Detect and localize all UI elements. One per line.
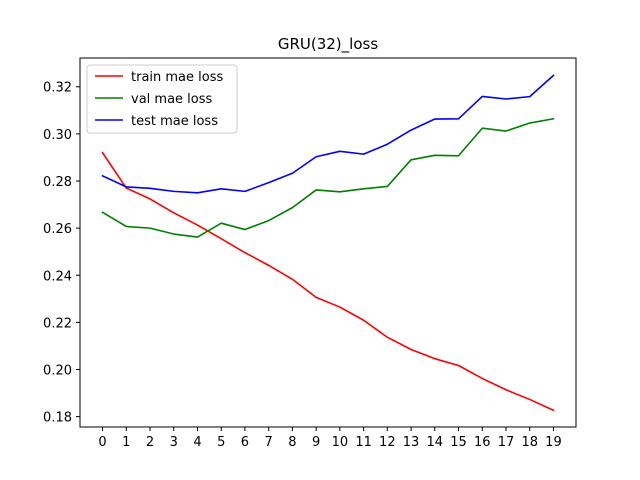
x-tick-label: 19 <box>545 435 562 450</box>
plot-frame <box>79 57 577 428</box>
x-tick-label: 12 <box>379 435 396 450</box>
x-tick-label: 13 <box>403 435 420 450</box>
x-tick-label: 7 <box>265 435 273 450</box>
series-line-train-mae-loss <box>101 151 555 412</box>
x-tick-label: 8 <box>288 435 296 450</box>
x-tick-label: 1 <box>122 435 130 450</box>
y-tick-label: 0.28 <box>43 175 72 190</box>
x-tick-label: 16 <box>474 435 491 450</box>
chart-title: GRU(32)_loss <box>278 35 378 54</box>
legend-label: train mae loss <box>131 70 223 85</box>
series-line-val-mae-loss <box>101 117 555 238</box>
y-tick-label: 0.18 <box>43 411 72 426</box>
x-tick-label: 6 <box>241 435 249 450</box>
legend: train mae loss val mae loss test mae loss <box>86 64 238 134</box>
y-axis: 0.18 0.20 0.22 0.24 0.26 0.28 0.30 0.32 <box>43 81 80 426</box>
x-tick-label: 4 <box>193 435 201 450</box>
x-tick-label: 18 <box>521 435 538 450</box>
legend-label: val mae loss <box>131 92 213 107</box>
x-tick-label: 5 <box>217 435 225 450</box>
x-tick-label: 15 <box>450 435 467 450</box>
x-tick-label: 9 <box>312 435 320 450</box>
y-tick-label: 0.22 <box>43 316 72 331</box>
y-tick-label: 0.32 <box>43 81 72 96</box>
series-line-test-mae-loss <box>101 74 555 194</box>
x-axis: 0 1 2 3 4 5 6 7 8 9 10 11 12 13 14 15 16 17 18 19 <box>98 427 562 450</box>
x-tick-label: 17 <box>498 435 515 450</box>
legend-label: test mae loss <box>131 114 218 129</box>
y-tick-label: 0.24 <box>43 269 72 284</box>
x-tick-label: 0 <box>98 435 106 450</box>
series-layer <box>101 74 555 412</box>
y-tick-label: 0.26 <box>43 222 72 237</box>
y-tick-label: 0.30 <box>43 128 72 143</box>
y-tick-label: 0.20 <box>43 364 72 379</box>
x-tick-label: 3 <box>170 435 178 450</box>
x-tick-label: 11 <box>355 435 372 450</box>
x-tick-label: 2 <box>146 435 154 450</box>
x-tick-label: 14 <box>427 435 444 450</box>
legend-box <box>86 64 238 134</box>
x-tick-label: 10 <box>332 435 349 450</box>
